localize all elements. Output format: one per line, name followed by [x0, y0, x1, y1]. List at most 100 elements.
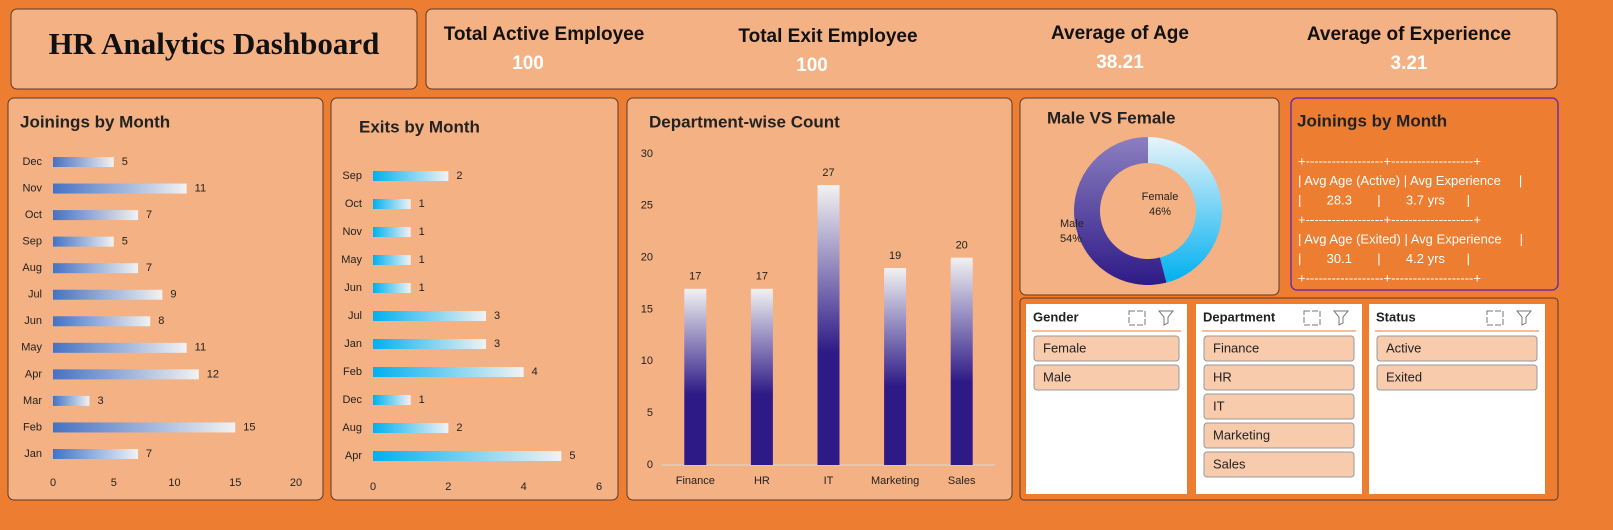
bar [373, 395, 411, 405]
y-tick-label: Mar [23, 395, 42, 407]
info-line: +------------------+-------------------+ [1298, 270, 1481, 285]
slicer-title: Gender [1033, 309, 1079, 324]
data-label: 11 [195, 182, 206, 194]
slicer-item-label[interactable]: Sales [1213, 456, 1246, 471]
y-tick-label: 30 [641, 148, 653, 160]
info-line: | Avg Age (Active) | Avg Experience | [1298, 173, 1522, 188]
kpi-value: 3.21 [1391, 53, 1428, 74]
slicer-item[interactable] [1203, 422, 1355, 449]
x-tick-label: 6 [596, 481, 602, 493]
kpi-label: Average of Experience [1307, 24, 1511, 45]
panel [330, 97, 619, 501]
y-tick-label: Dec [22, 156, 42, 168]
chart-title: Department-wise Count [649, 112, 840, 131]
y-tick-label: Feb [23, 421, 42, 433]
bar [684, 288, 707, 465]
y-tick-label: Jan [24, 448, 42, 460]
kpi-value: 100 [796, 55, 828, 76]
bar [373, 199, 411, 209]
bar [817, 185, 840, 465]
clear-filter-button[interactable] [1157, 310, 1175, 326]
bar [373, 451, 562, 461]
chart-title: Exits by Month [359, 117, 480, 136]
slicer-item[interactable] [1376, 335, 1538, 362]
clear-filter-button[interactable] [1515, 310, 1533, 326]
data-label: 7 [146, 262, 152, 274]
y-tick-label: Nov [22, 182, 42, 194]
bar [53, 369, 199, 380]
slicer-item[interactable] [1376, 364, 1538, 391]
bar [53, 449, 139, 459]
bar [884, 268, 907, 465]
y-tick-label: May [21, 342, 42, 354]
y-tick-label: Feb [343, 366, 362, 378]
y-tick-label: Jun [24, 315, 42, 327]
info-line: | 28.3 | 3.7 yrs | [1298, 192, 1470, 207]
y-tick-label: Jun [344, 282, 362, 294]
y-tick-label: Jan [344, 338, 362, 350]
bar [373, 423, 449, 433]
bar [373, 171, 449, 181]
kpi-label: Total Exit Employee [738, 26, 917, 47]
info-line: | Avg Age (Exited) | Avg Experience | [1298, 231, 1523, 246]
x-tick-label: Finance [676, 475, 715, 487]
y-tick-label: 5 [647, 407, 653, 419]
data-label: 5 [569, 450, 575, 462]
bar [53, 157, 114, 167]
bar [53, 183, 187, 194]
slicer [1026, 304, 1187, 494]
multi-select-button[interactable] [1303, 310, 1321, 326]
y-tick-label: Nov [342, 226, 362, 238]
slicer-item[interactable] [1203, 451, 1355, 478]
x-tick-label: IT [824, 475, 834, 487]
clear-filter-button[interactable] [1332, 310, 1350, 326]
slicer-item[interactable] [1203, 364, 1355, 391]
data-label: 27 [822, 167, 834, 179]
slicer-item-label[interactable]: Exited [1386, 369, 1422, 384]
data-label: 17 [689, 271, 701, 283]
data-label: 1 [419, 226, 425, 238]
x-tick-label: 2 [445, 481, 451, 493]
y-tick-label: Oct [345, 198, 362, 210]
bar [750, 288, 773, 465]
data-label: 4 [532, 366, 538, 378]
slicer [1369, 304, 1545, 494]
data-label: 5 [122, 236, 128, 248]
slicer-item-label[interactable]: Finance [1213, 340, 1259, 355]
slicer-item[interactable] [1203, 393, 1355, 420]
kpi-box [425, 8, 1558, 90]
slicer-item-label[interactable]: HR [1213, 369, 1232, 384]
bar [373, 367, 524, 377]
info-line: +------------------+-------------------+ [1298, 212, 1481, 227]
kpi-label: Average of Age [1051, 23, 1189, 44]
data-label: 19 [889, 250, 901, 262]
data-label: 17 [756, 271, 768, 283]
bar [373, 227, 411, 237]
x-tick-label: 15 [229, 477, 241, 489]
bar [53, 210, 139, 221]
slicer-item-label[interactable]: Active [1386, 340, 1421, 355]
slicer-item[interactable] [1203, 335, 1355, 362]
slicer-item-label[interactable]: IT [1213, 398, 1225, 413]
data-label: 3 [97, 395, 103, 407]
bar [53, 236, 114, 247]
x-tick-label: 5 [111, 477, 117, 489]
slicer-item[interactable] [1033, 335, 1180, 362]
bar [53, 263, 139, 274]
multi-select-button[interactable] [1128, 310, 1146, 326]
y-tick-label: 25 [641, 200, 653, 212]
y-tick-label: Jul [28, 289, 42, 301]
info-line: | 30.1 | 4.2 yrs | [1298, 251, 1470, 266]
slicer-item-label[interactable]: Marketing [1213, 427, 1270, 442]
multi-select-button[interactable] [1486, 310, 1504, 326]
slicer-title: Status [1376, 309, 1416, 324]
bar [53, 422, 236, 433]
donut-slice [1074, 137, 1167, 285]
slicer-item[interactable] [1033, 364, 1180, 391]
bar [53, 316, 151, 327]
slicer-item-label[interactable]: Male [1043, 369, 1071, 384]
slicer-item-label[interactable]: Female [1043, 340, 1086, 355]
kpi-value: 38.21 [1096, 52, 1144, 73]
y-tick-label: 20 [641, 252, 653, 264]
title-box [10, 8, 418, 90]
